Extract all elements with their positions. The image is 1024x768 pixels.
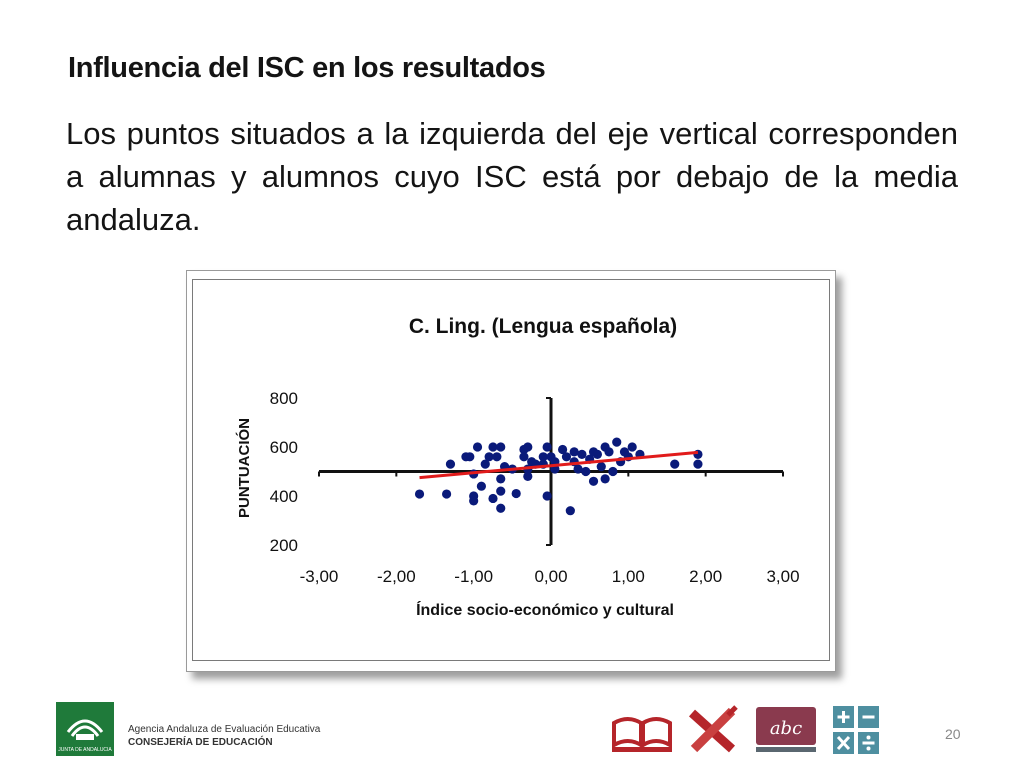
data-point xyxy=(581,466,591,477)
data-point xyxy=(496,474,506,484)
y-tick-label: 200 xyxy=(270,536,298,555)
data-point xyxy=(608,466,618,477)
data-point xyxy=(511,488,521,499)
data-points xyxy=(414,437,703,516)
data-point xyxy=(484,452,494,462)
data-point xyxy=(476,481,486,491)
data-point xyxy=(596,462,606,472)
data-point xyxy=(600,474,610,484)
y-axis-title: PUNTUACIÓN xyxy=(235,418,253,518)
data-point xyxy=(472,442,483,452)
calculator-icon xyxy=(832,705,880,755)
data-point xyxy=(445,459,456,469)
data-point xyxy=(496,442,506,452)
data-point xyxy=(569,447,579,457)
x-tick-label: -2,00 xyxy=(377,567,416,586)
data-point xyxy=(693,449,703,459)
data-point xyxy=(627,442,637,452)
department-name: CONSEJERÍA DE EDUCACIÓN xyxy=(128,737,273,748)
data-point xyxy=(542,442,552,452)
x-tick-label: 0,00 xyxy=(534,567,567,586)
page-number: 20 xyxy=(945,726,961,742)
junta-andalucia-logo: JUNTA DE ANDALUCIA xyxy=(56,702,114,756)
y-tick-label: 800 xyxy=(270,389,298,408)
scatter-chart: C. Ling. (Lengua española) -3,00 -2,00 -1,… xyxy=(235,315,800,619)
data-point xyxy=(577,449,587,459)
x-tick-label: 2,00 xyxy=(689,567,722,586)
data-point xyxy=(496,486,506,496)
y-tick-label: 400 xyxy=(270,487,298,506)
data-point xyxy=(573,464,583,474)
data-point xyxy=(538,452,548,462)
data-point xyxy=(542,491,552,501)
abc-board-icon: abc xyxy=(754,705,818,755)
y-tick-label: 600 xyxy=(270,438,298,457)
abc-badge-text: abc xyxy=(770,718,802,739)
data-point xyxy=(488,442,498,452)
data-point xyxy=(588,476,599,486)
logo-caption: JUNTA DE ANDALUCIA xyxy=(58,747,112,753)
book-icon xyxy=(610,705,674,755)
tick-labels: -3,00 -2,00 -1,00 0,00 1,00 2,00 3,00 200 400 600… xyxy=(270,389,800,586)
data-point xyxy=(670,459,680,469)
data-point xyxy=(561,452,572,462)
x-tick-label: -3,00 xyxy=(300,567,339,586)
data-point xyxy=(469,496,479,506)
data-point xyxy=(496,503,506,513)
data-point xyxy=(523,471,533,481)
data-point xyxy=(488,493,498,504)
data-point xyxy=(519,452,529,462)
data-point xyxy=(480,459,490,469)
x-tick-label: 1,00 xyxy=(612,567,645,586)
data-point xyxy=(465,452,475,462)
chart-container: C. Ling. (Lengua española) -3,00 -2,00 -1,… xyxy=(186,270,836,672)
data-point xyxy=(592,449,602,459)
data-point xyxy=(492,452,502,462)
x-axis-title: Índice socio-económico y cultural xyxy=(416,600,674,619)
data-point xyxy=(414,489,425,499)
chart-title: C. Ling. (Lengua española) xyxy=(409,315,677,338)
data-point xyxy=(523,442,533,452)
data-point xyxy=(442,489,452,499)
data-point xyxy=(565,506,575,516)
data-point xyxy=(558,444,568,455)
x-tick-label: 3,00 xyxy=(766,567,799,586)
data-point xyxy=(604,447,614,457)
x-tick-label: -1,00 xyxy=(454,567,493,586)
trendline-line xyxy=(419,450,699,480)
chart-plot-frame: C. Ling. (Lengua española) -3,00 -2,00 -1,… xyxy=(192,279,830,661)
agency-name: Agencia Andaluza de Evaluación Educativa xyxy=(128,724,321,735)
slide-body-text: Los puntos situados a la izquierda del e… xyxy=(66,116,958,237)
data-point xyxy=(693,459,703,469)
slide-title: Influencia del ISC en los resultados xyxy=(68,52,546,84)
pencil-ruler-icon xyxy=(686,705,740,755)
trendline xyxy=(419,450,699,480)
data-point xyxy=(612,437,622,447)
